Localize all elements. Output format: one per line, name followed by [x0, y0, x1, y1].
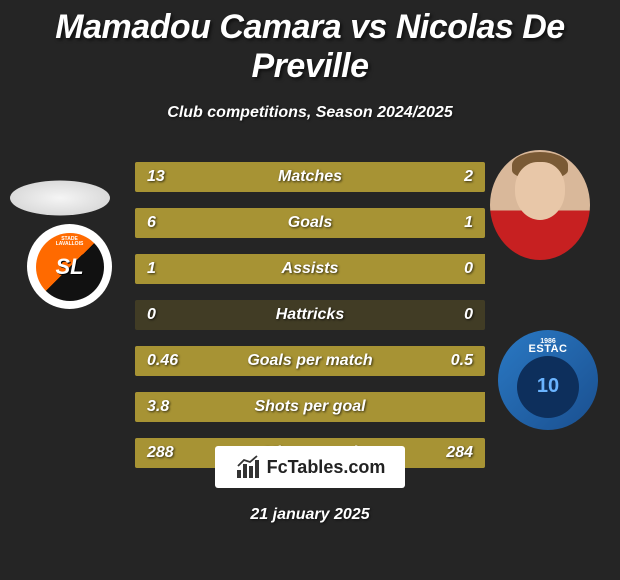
team-left-name-top: STADE LAVALLOIS: [56, 237, 84, 247]
stat-row: 1Assists0: [135, 254, 485, 284]
stat-row: 6Goals1: [135, 208, 485, 238]
stat-row: 13Matches2: [135, 162, 485, 192]
comparison-area: STADE LAVALLOIS SL 1986 ESTAC 10 13Match…: [0, 162, 620, 482]
footer-brand[interactable]: FcTables.com: [215, 446, 405, 488]
footer-date: 21 january 2025: [0, 506, 620, 524]
footer-brand-text: FcTables.com: [267, 457, 386, 478]
team-left-abbr: SL: [55, 254, 83, 280]
team-logo-right: 1986 ESTAC 10: [498, 330, 598, 430]
stat-value-right: 0: [464, 300, 473, 330]
stat-label: Goals per match: [135, 346, 485, 376]
stat-bars: 13Matches26Goals11Assists00Hattricks00.4…: [135, 162, 485, 484]
player-right-avatar: [490, 150, 590, 260]
team-logo-left: STADE LAVALLOIS SL: [27, 224, 112, 309]
stat-label: Hattricks: [135, 300, 485, 330]
stat-value-right: 0: [464, 254, 473, 284]
stat-row: 0Hattricks0: [135, 300, 485, 330]
stat-value-right: 2: [464, 162, 473, 192]
stat-label: Shots per goal: [135, 392, 485, 422]
stat-label: Goals: [135, 208, 485, 238]
stat-label: Assists: [135, 254, 485, 284]
comparison-subtitle: Club competitions, Season 2024/2025: [0, 104, 620, 122]
comparison-title: Mamadou Camara vs Nicolas De Preville: [0, 0, 620, 86]
stat-value-right: 1: [464, 208, 473, 238]
player-left-avatar: [10, 181, 110, 216]
stat-value-right: 0.5: [451, 346, 473, 376]
stat-row: 0.46Goals per match0.5: [135, 346, 485, 376]
team-logo-left-badge: STADE LAVALLOIS SL: [36, 233, 104, 301]
team-right-year: 1986: [540, 338, 556, 345]
fctables-icon: [235, 454, 261, 480]
player-right-face: [515, 162, 565, 220]
team-right-number: 10: [517, 356, 579, 418]
stat-label: Matches: [135, 162, 485, 192]
stat-row: 3.8Shots per goal: [135, 392, 485, 422]
stat-value-right: 284: [446, 438, 473, 468]
